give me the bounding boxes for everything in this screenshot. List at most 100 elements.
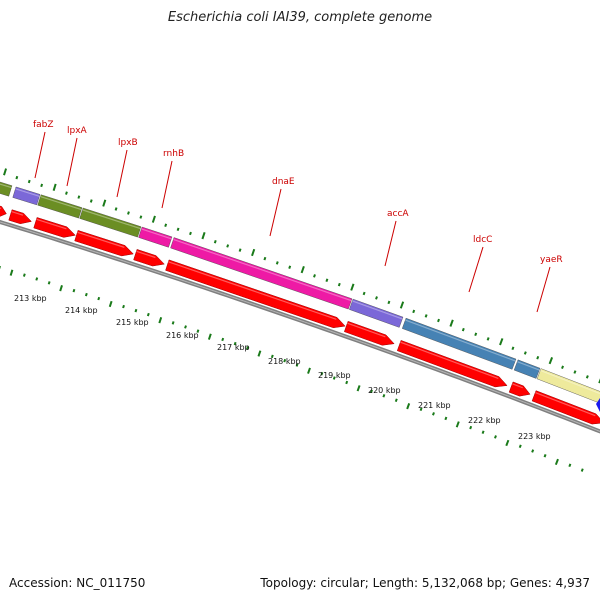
kbp-label-group: 213 kbp 214 kbp 215 kbp 216 kbp 217 kbp 218 k… (14, 294, 551, 441)
gene-label-lpxb: lpxB (118, 138, 138, 148)
map-title: Escherichia coli IAI39, complete genome (167, 10, 433, 25)
outer-minor-tick (189, 231, 192, 236)
cog-feature-band (0, 181, 600, 404)
inner-minor-tick (134, 308, 138, 313)
gene-leader-line (34, 131, 46, 179)
gene-label-acca: accA (387, 209, 409, 219)
outer-major-tick (399, 301, 405, 309)
cds-arrow (133, 249, 165, 267)
kbp-label: 220 kbp (368, 386, 401, 395)
cds-arrow-highlight (168, 261, 337, 320)
cds-arrow-highlight (36, 218, 67, 230)
outer-minor-tick (585, 375, 589, 379)
outer-minor-tick (89, 199, 93, 203)
outer-major-tick (151, 215, 156, 223)
outer-minor-tick (486, 337, 490, 341)
inner-major-tick (554, 458, 559, 466)
cog-feature-highlight (173, 238, 352, 302)
inner-minor-tick (543, 453, 547, 458)
outer-major-tick (3, 168, 8, 176)
cds-arrow-highlight (400, 341, 499, 380)
outer-major-tick (251, 248, 256, 257)
cds-arrow (0, 205, 7, 217)
cog-feature-highlight (405, 319, 516, 362)
cds-arrow (396, 340, 508, 388)
gene-label-ldcc: ldcC (473, 235, 492, 245)
gene-label-dnae: dnaE (272, 177, 295, 187)
kbp-label: 213 kbp (14, 294, 47, 303)
rna-feature-mark (596, 398, 600, 412)
cog-feature-olive (37, 194, 83, 219)
kbp-label: 218 kbp (268, 357, 301, 366)
inner-minor-tick (35, 277, 39, 281)
gene-leader-line (116, 149, 128, 198)
outer-minor-tick (114, 207, 118, 211)
gene-label-lpxa: lpxA (67, 126, 88, 136)
outer-tick-ring (3, 168, 600, 384)
cog-feature-highlight (0, 183, 12, 189)
outer-minor-tick (362, 291, 366, 296)
inner-minor-tick (233, 341, 237, 346)
inner-minor-tick (518, 444, 522, 449)
cds-arrow (74, 230, 134, 257)
inner-minor-tick (184, 325, 187, 329)
inner-major-tick (158, 316, 163, 324)
outer-minor-tick (536, 355, 540, 360)
outer-minor-tick (263, 256, 267, 261)
genome-summary-text: Topology: circular; Length: 5,132,068 bp… (260, 576, 590, 590)
inner-major-tick (455, 421, 460, 428)
outer-minor-tick (461, 327, 465, 332)
outer-minor-tick (65, 191, 68, 195)
gene-label-rnhb: rnhB (163, 149, 184, 159)
inner-major-tick (307, 367, 311, 374)
outer-minor-tick (27, 179, 31, 184)
kbp-label: 217 kbp (217, 343, 250, 352)
outer-minor-tick (387, 300, 391, 305)
cog-feature-olive (0, 181, 13, 197)
inner-minor-tick (283, 358, 287, 363)
inner-major-tick (356, 385, 361, 392)
cog-feature-highlight (141, 228, 172, 240)
inner-minor-tick (432, 412, 435, 416)
cog-feature-highlight (540, 369, 600, 395)
outer-minor-tick (15, 175, 19, 180)
inner-major-tick (9, 269, 14, 276)
cds-arrow-highlight (512, 383, 523, 389)
cds-arrow-highlight (11, 211, 24, 216)
inner-minor-tick (47, 281, 51, 285)
inner-minor-tick (469, 425, 473, 430)
cog-feature-magenta (138, 226, 173, 248)
inner-minor-tick (146, 312, 150, 317)
cog-feature-highlight (352, 300, 403, 320)
outer-minor-tick (176, 227, 180, 232)
outer-minor-tick (424, 314, 428, 318)
outer-major-tick (548, 356, 554, 365)
outer-minor-tick (523, 351, 527, 355)
backbone-shine (0, 221, 600, 432)
outer-major-tick (102, 199, 107, 207)
inner-major-tick (207, 333, 212, 340)
kbp-label: 214 kbp (65, 306, 98, 315)
kbp-label: 222 kbp (468, 416, 501, 425)
inner-major-tick (257, 350, 262, 357)
cds-arrow-highlight (136, 250, 156, 259)
inner-minor-tick (382, 394, 386, 398)
outer-major-tick (300, 266, 305, 274)
inner-major-tick (108, 300, 113, 308)
outer-minor-tick (139, 215, 143, 219)
outer-minor-tick (573, 370, 577, 374)
gene-leader-line (384, 220, 397, 267)
kbp-label: 215 kbp (116, 318, 149, 327)
inner-minor-tick (444, 416, 448, 421)
outer-minor-tick (213, 240, 217, 244)
cds-arrow-highlight (77, 231, 125, 248)
inner-minor-tick (171, 321, 175, 325)
outer-minor-tick (77, 195, 81, 199)
inner-minor-tick (320, 371, 324, 376)
outer-minor-tick (474, 332, 478, 337)
cog-feature-highlight (40, 196, 82, 211)
accession-text: Accession: NC_011750 (9, 576, 146, 590)
gene-leader-line (269, 188, 282, 237)
outer-minor-tick (275, 261, 279, 265)
